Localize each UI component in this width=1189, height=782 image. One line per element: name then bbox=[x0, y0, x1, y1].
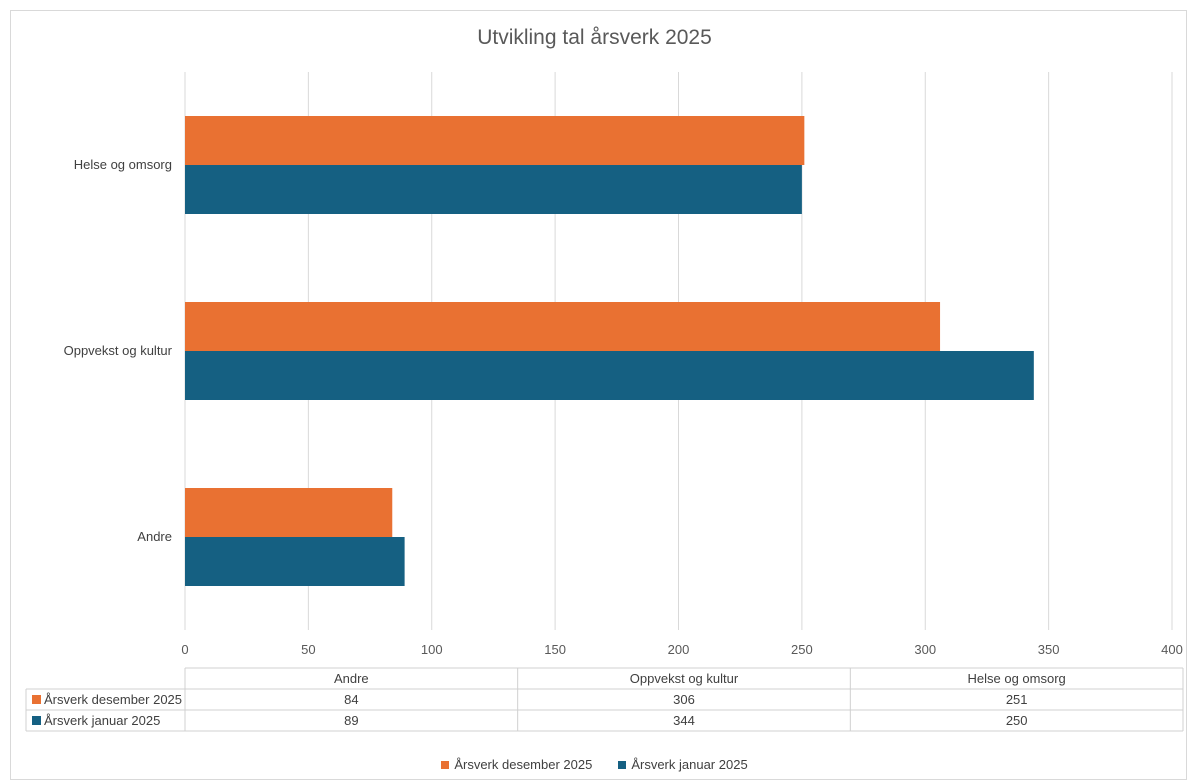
category-label: Andre bbox=[137, 529, 172, 544]
legend-item: Årsverk desember 2025 bbox=[441, 757, 592, 772]
bars bbox=[185, 116, 1034, 586]
table-header-cell: Helse og omsorg bbox=[968, 671, 1066, 686]
category-label: Oppvekst og kultur bbox=[64, 343, 173, 358]
table-row-label: Årsverk desember 2025 bbox=[44, 692, 182, 707]
bar bbox=[185, 165, 802, 214]
legend-swatch bbox=[441, 761, 449, 769]
x-axis: 0 50 100 150 200 250 300 350 400 bbox=[181, 642, 1182, 657]
table-cell: 344 bbox=[673, 713, 695, 728]
table-header-cell: Andre bbox=[334, 671, 369, 686]
x-tick-label: 200 bbox=[668, 642, 690, 657]
x-tick-label: 350 bbox=[1038, 642, 1060, 657]
category-label: Helse og omsorg bbox=[74, 157, 172, 172]
table-cell: 251 bbox=[1006, 692, 1028, 707]
table-cell: 250 bbox=[1006, 713, 1028, 728]
table-cell: 306 bbox=[673, 692, 695, 707]
x-tick-label: 300 bbox=[914, 642, 936, 657]
table-cell: 84 bbox=[344, 692, 358, 707]
category-labels: Andre Oppvekst og kultur Helse og omsorg bbox=[64, 157, 173, 544]
bar bbox=[185, 488, 392, 537]
x-tick-label: 0 bbox=[181, 642, 188, 657]
x-tick-label: 50 bbox=[301, 642, 315, 657]
table-row-label: Årsverk januar 2025 bbox=[44, 713, 160, 728]
bar bbox=[185, 351, 1034, 400]
data-table: Andre Oppvekst og kultur Helse og omsorg År… bbox=[26, 668, 1183, 731]
x-tick-label: 150 bbox=[544, 642, 566, 657]
table-header-cell: Oppvekst og kultur bbox=[630, 671, 739, 686]
table-legend-key bbox=[32, 695, 41, 704]
table-cell: 89 bbox=[344, 713, 358, 728]
x-tick-label: 400 bbox=[1161, 642, 1183, 657]
legend: Årsverk desember 2025 Årsverk januar 2025 bbox=[0, 757, 1189, 772]
legend-item: Årsverk januar 2025 bbox=[618, 757, 747, 772]
bar bbox=[185, 302, 940, 351]
x-tick-label: 100 bbox=[421, 642, 443, 657]
legend-swatch bbox=[618, 761, 626, 769]
bar bbox=[185, 116, 804, 165]
bar bbox=[185, 537, 405, 586]
legend-label: Årsverk januar 2025 bbox=[631, 757, 747, 772]
x-tick-label: 250 bbox=[791, 642, 813, 657]
legend-label: Årsverk desember 2025 bbox=[454, 757, 592, 772]
table-legend-key bbox=[32, 716, 41, 725]
